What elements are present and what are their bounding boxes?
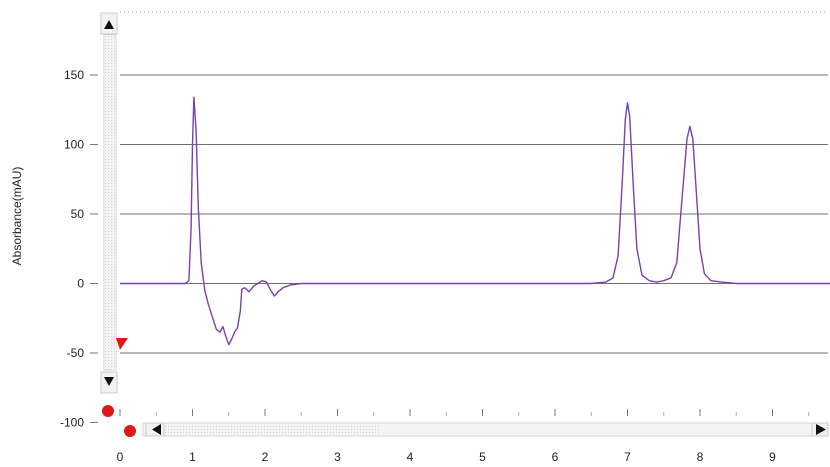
x-tick-label: 0 — [117, 450, 124, 464]
x-tick-label: 3 — [334, 450, 341, 464]
scroll-down-button[interactable] — [100, 371, 118, 394]
y-axis-ticks — [90, 74, 98, 423]
y-tick-label: 150 — [64, 68, 84, 82]
x-axis-ticks — [119, 409, 810, 416]
scroll-right-button[interactable] — [811, 422, 829, 437]
horizontal-scrollbar-thumb[interactable] — [165, 424, 380, 435]
y-tick-label: 100 — [64, 138, 84, 152]
x-tick-label: 1 — [189, 450, 196, 464]
y-axis-tick-labels: -100 -50 0 50 100 150 — [60, 68, 84, 430]
x-tick-label: 6 — [552, 450, 559, 464]
vertical-scrollbar-thumb[interactable] — [104, 35, 116, 370]
grid-lines — [120, 74, 828, 354]
x-tick-label: 4 — [407, 450, 414, 464]
x-axis-tick-labels: 0 1 2 3 4 5 6 7 8 9 — [117, 450, 777, 464]
y-tick-label: 0 — [77, 277, 84, 291]
x-range-marker-dot[interactable] — [124, 425, 136, 437]
arrow-down-icon — [104, 377, 114, 386]
x-tick-label: 7 — [624, 450, 631, 464]
scroll-left-button[interactable] — [145, 422, 165, 437]
y-tick-label: -50 — [67, 346, 85, 360]
arrow-up-icon — [104, 20, 114, 29]
y-tick-label: 50 — [71, 207, 85, 221]
absorbance-trace — [120, 96, 830, 346]
y-tick-label: -100 — [60, 416, 84, 430]
x-tick-label: 9 — [769, 450, 776, 464]
x-tick-label: 8 — [697, 450, 704, 464]
y-axis-title: Absorbance(mAU) — [10, 167, 24, 266]
arrow-right-icon — [816, 424, 826, 435]
x-tick-label: 2 — [262, 450, 269, 464]
x-tick-label: 5 — [479, 450, 486, 464]
arrow-left-icon — [152, 424, 161, 435]
baseline-marker-triangle[interactable] — [116, 338, 128, 350]
y-range-marker-dot[interactable] — [102, 405, 114, 417]
scroll-up-button[interactable] — [100, 12, 118, 35]
